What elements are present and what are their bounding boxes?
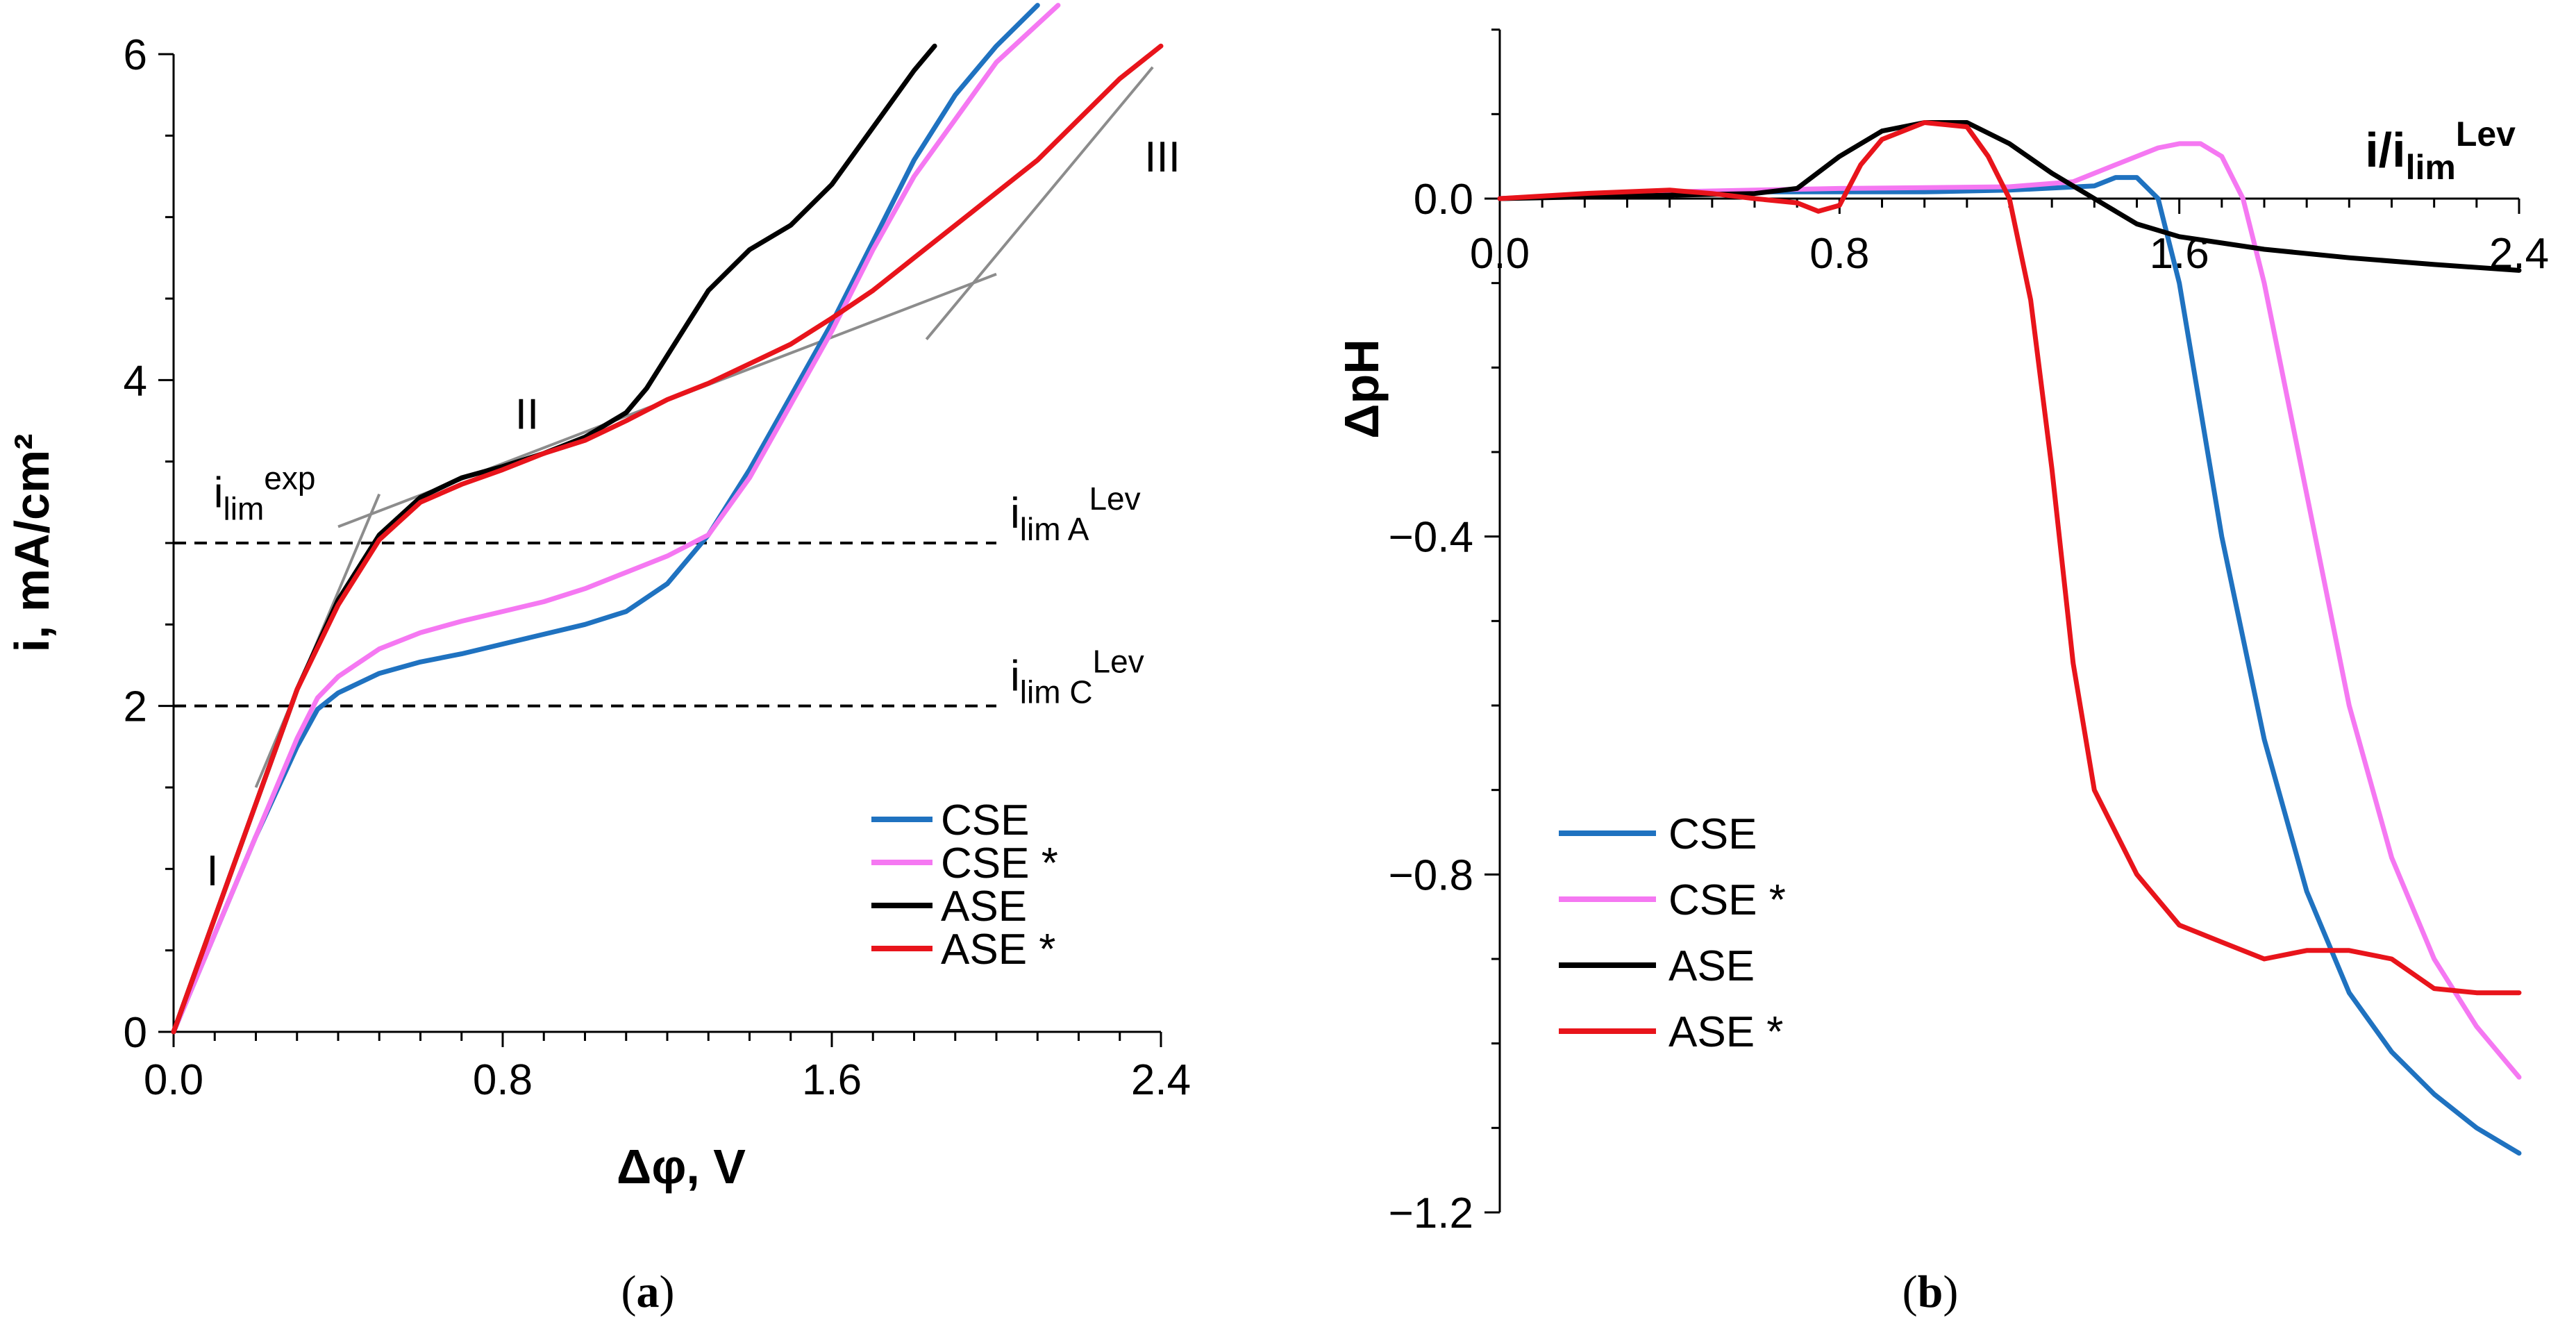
legend-label-b-2: ASE xyxy=(1668,942,1755,990)
legend-label-b-1: CSE * xyxy=(1668,876,1786,924)
x-axis-label-b: i/ilimLev xyxy=(2365,115,2516,187)
series-line-b-0 xyxy=(1497,175,2522,1156)
hline-label-sub: lim A xyxy=(1020,511,1089,547)
hline-label-main: i xyxy=(1010,653,1020,701)
x-axis-label-main: i/i xyxy=(2365,123,2405,177)
annotation-a-2: III xyxy=(1144,133,1180,181)
y-tick-label-b: −1.2 xyxy=(1389,1189,1473,1237)
annotation-sub: lim xyxy=(224,490,265,526)
annotation-a-0: I xyxy=(206,847,218,895)
series-line-a-0 xyxy=(171,3,1040,1035)
series-line-a-1 xyxy=(171,3,1061,1035)
annotation-text: III xyxy=(1144,133,1180,181)
series-line-b-1 xyxy=(1497,141,2522,1080)
x-axis-label-a: Δφ, V xyxy=(617,1139,746,1194)
y-axis-label-b: ΔpH xyxy=(1335,339,1389,439)
x-tick-label-a: 2.4 xyxy=(1131,1056,1191,1104)
x-axis-label-sup: Lev xyxy=(2456,115,2516,153)
legend-label-a-2: ASE xyxy=(941,883,1027,930)
series-line-a-3 xyxy=(171,43,1164,1035)
x-tick-label-a: 0.0 xyxy=(144,1056,203,1104)
hline-label-sub: lim C xyxy=(1020,674,1093,710)
annotation-text: II xyxy=(515,391,539,439)
panel-label-b: b xyxy=(1918,1267,1943,1317)
hline-label-sup: Lev xyxy=(1093,644,1144,680)
y-tick-label-a: 2 xyxy=(124,683,147,731)
y-tick-label-b: −0.4 xyxy=(1389,514,1473,562)
x-tick-label-b: 0.0 xyxy=(1470,230,1530,278)
annotation-a-3: ilimexp xyxy=(214,460,316,526)
x-tick-label-a: 0.8 xyxy=(473,1056,533,1104)
series-line-b-2 xyxy=(1497,120,2522,273)
x-axis-label-sub: lim xyxy=(2406,148,2456,187)
panel-label-a: a xyxy=(637,1267,660,1317)
x-tick-label-b: 0.8 xyxy=(1809,230,1869,278)
y-tick-label-a: 0 xyxy=(124,1009,147,1057)
y-tick-label-a: 6 xyxy=(124,31,147,79)
y-tick-label-b: 0.0 xyxy=(1414,176,1473,224)
annotation-main: i xyxy=(214,469,224,517)
legend-label-a-3: ASE * xyxy=(941,926,1055,974)
panel-caption-b: (b) xyxy=(1902,1267,1959,1317)
series-line-a-2 xyxy=(171,43,937,1035)
legend-label-b-0: CSE xyxy=(1668,810,1757,858)
legend-label-a-0: CSE xyxy=(941,796,1029,844)
hline-label-1: ilim CLev xyxy=(1010,644,1144,710)
tangent-line-2 xyxy=(925,66,1154,340)
legend-label-a-1: CSE * xyxy=(941,840,1058,887)
hline-label-0: ilim ALev xyxy=(1010,481,1141,547)
chart-panel-b: 0.0−0.4−0.8−1.20.0 0.8 1.6 2.4i/ilimLevΔpHC… xyxy=(1335,28,2549,1317)
annotation-sup: exp xyxy=(264,460,315,496)
annotation-a-1: II xyxy=(515,391,539,439)
series-line-b-3 xyxy=(1497,120,2522,996)
panel-caption-a: (a) xyxy=(621,1267,675,1317)
legend-label-b-3: ASE * xyxy=(1668,1008,1783,1056)
hline-label-main: i xyxy=(1010,490,1020,537)
annotation-text: I xyxy=(206,847,218,895)
x-tick-label-a: 1.6 xyxy=(802,1056,862,1104)
hline-label-sup: Lev xyxy=(1089,481,1140,517)
y-tick-label-b: −0.8 xyxy=(1389,851,1473,899)
y-tick-label-a: 4 xyxy=(124,357,147,405)
y-axis-label-a: i, mA/cm² xyxy=(5,433,59,652)
